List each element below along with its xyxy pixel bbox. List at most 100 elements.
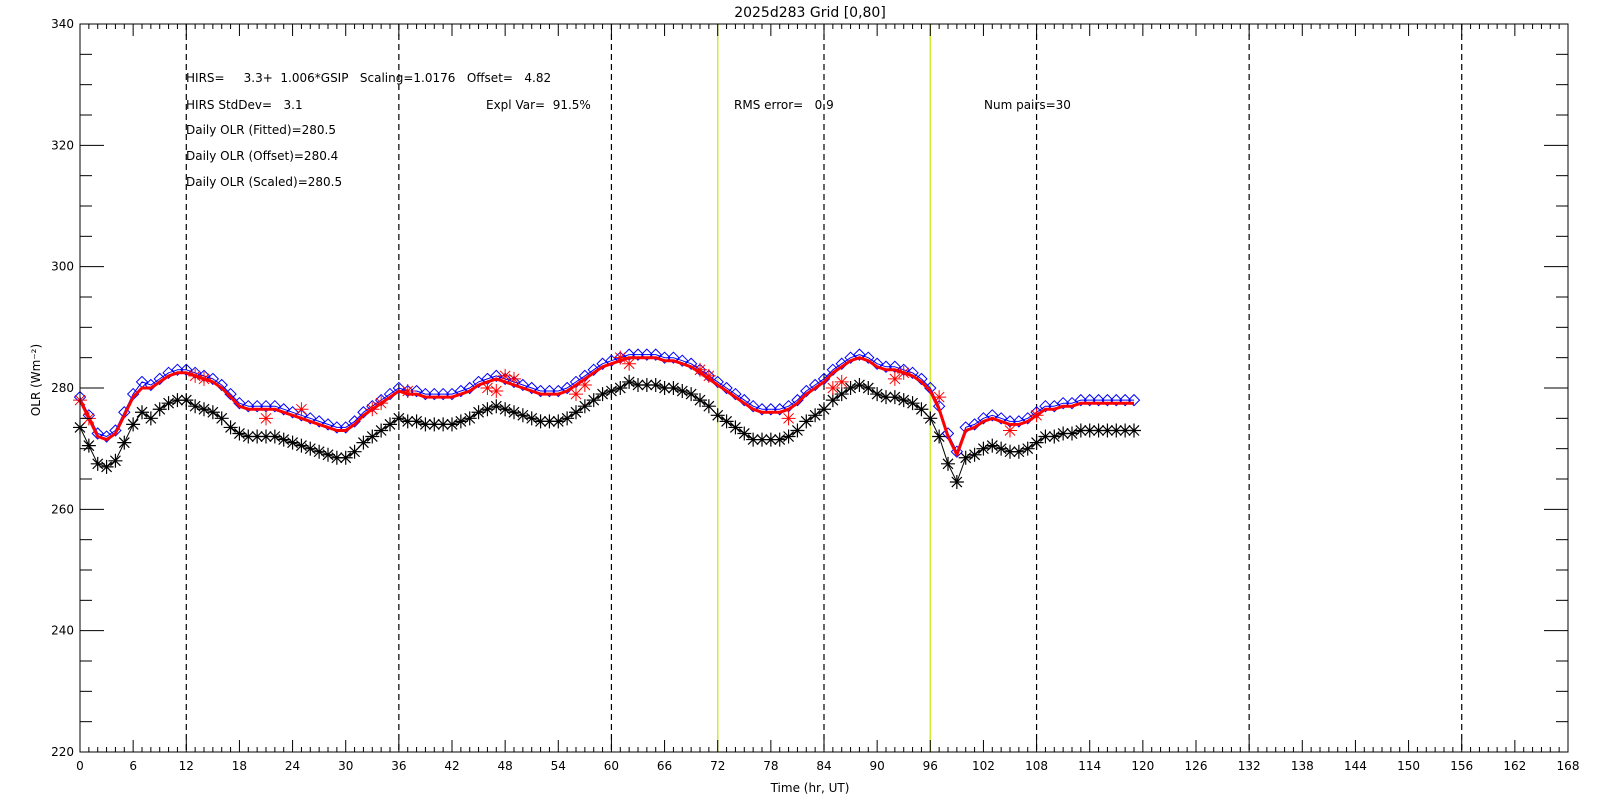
series-black-point (941, 456, 955, 471)
series-blue-point (808, 378, 822, 392)
series-blue-point (906, 366, 919, 380)
series-black-point (374, 423, 389, 438)
series-black-point (453, 414, 468, 429)
series-black-point (1091, 423, 1106, 438)
series-black-point (808, 408, 823, 423)
series-blue-point (445, 387, 459, 401)
series-black-point (471, 405, 486, 420)
series-black-point (1047, 429, 1062, 444)
series-blue-point (649, 348, 662, 361)
x-tick-label: 54 (551, 759, 566, 773)
series-blue-point (171, 363, 184, 377)
series-blue-point (472, 375, 485, 389)
series-red-point (896, 365, 911, 380)
x-tick-label: 168 (1557, 759, 1580, 773)
series-black-point (259, 429, 273, 444)
series-black-point (338, 450, 353, 465)
series-black-point (843, 381, 858, 395)
series-black-point (710, 408, 725, 423)
series-blue-point (268, 399, 282, 413)
series-blue-point (915, 372, 928, 386)
series-blue-point (1110, 393, 1123, 407)
series-blue-point (330, 421, 344, 434)
series-black-point (648, 377, 663, 392)
series-blue-point (879, 360, 893, 373)
series-black-point (427, 417, 442, 432)
series-red-point (693, 362, 707, 377)
series-red-point (480, 381, 495, 395)
annotations: HIRS= 3.3+ 1.006*GSIP Scaling=1.0176 Off… (186, 71, 1071, 189)
num-pairs-text: Num pairs=30 (984, 98, 1071, 112)
x-tick-label: 84 (816, 759, 831, 773)
series-black-point (923, 411, 938, 426)
series-black-point (693, 393, 707, 408)
series-black-point (507, 405, 521, 420)
series-red-point (1003, 423, 1017, 438)
series-red-point (834, 374, 849, 389)
series-red-point (932, 390, 947, 405)
tick-labels: 0 6 12 18 24 30 36 42 48 54 60 66 72 78 84 90 96 102 108 11… (51, 17, 1579, 773)
series-black-point (1029, 435, 1044, 450)
y-tick-label: 240 (51, 624, 74, 638)
series-black-point (1109, 423, 1124, 438)
x-tick-label: 72 (710, 759, 725, 773)
series-blue-point (1074, 393, 1088, 407)
series-blue-point (1056, 396, 1070, 410)
series-black-point (197, 402, 211, 417)
series-black-point (1100, 423, 1115, 438)
series-black-point (746, 432, 761, 447)
series-blue-point (968, 418, 981, 431)
series-blue-point (853, 348, 866, 361)
series-blue-point (826, 363, 840, 377)
y-tick-label: 220 (51, 745, 74, 759)
series-black-point (533, 414, 548, 429)
x-tick-label: 132 (1238, 759, 1261, 773)
series-blue-point (1127, 393, 1141, 407)
series-blue-point (605, 354, 618, 367)
x-tick-label: 42 (444, 759, 459, 773)
series-red-point (825, 381, 840, 395)
series-black-point (126, 417, 141, 432)
series-blue-point (339, 421, 352, 434)
series-blue-point (436, 387, 450, 401)
series-black-point (595, 387, 610, 402)
series-blue-point (410, 384, 423, 398)
series-blue-point (463, 381, 476, 395)
series-black-point (188, 399, 203, 414)
series-blue-point (870, 357, 884, 370)
series-red-point (259, 411, 273, 426)
series-black-point (914, 402, 929, 417)
series-red-point (365, 402, 380, 417)
series-black-point (1065, 426, 1079, 441)
x-tick-label: 12 (179, 759, 194, 773)
series-black-point (170, 393, 185, 408)
daily-olr-offset-text: Daily OLR (Offset)=280.4 (186, 149, 338, 163)
series-blue-point (419, 387, 432, 401)
series-blue-point (844, 351, 857, 364)
series-black-point (976, 441, 991, 456)
series-black-point (569, 405, 583, 420)
series-black-point (294, 438, 309, 453)
series-black-point (870, 387, 885, 402)
series-blue-point (720, 381, 733, 395)
series-red-point (613, 350, 628, 365)
series-blue-point (977, 412, 990, 425)
series-blue-point (1021, 412, 1034, 425)
series-blue-point (490, 369, 503, 383)
series-black-point (1073, 423, 1088, 438)
daily-olr-fitted-text: Daily OLR (Fitted)=280.5 (186, 123, 336, 137)
x-tick-label: 90 (870, 759, 885, 773)
series-blue-point (357, 406, 370, 419)
x-tick-label: 102 (972, 759, 995, 773)
series-black-point (1038, 429, 1053, 444)
series-black-point (737, 426, 752, 441)
x-tick-label: 114 (1078, 759, 1101, 773)
series-black-point (356, 435, 371, 450)
series-black-point (303, 441, 318, 456)
series-black-point (728, 420, 743, 435)
series-black-point (179, 393, 194, 408)
x-tick-label: 18 (232, 759, 247, 773)
series-black-point (604, 384, 619, 399)
series-black-point (887, 390, 902, 405)
series-red-point (489, 384, 504, 399)
